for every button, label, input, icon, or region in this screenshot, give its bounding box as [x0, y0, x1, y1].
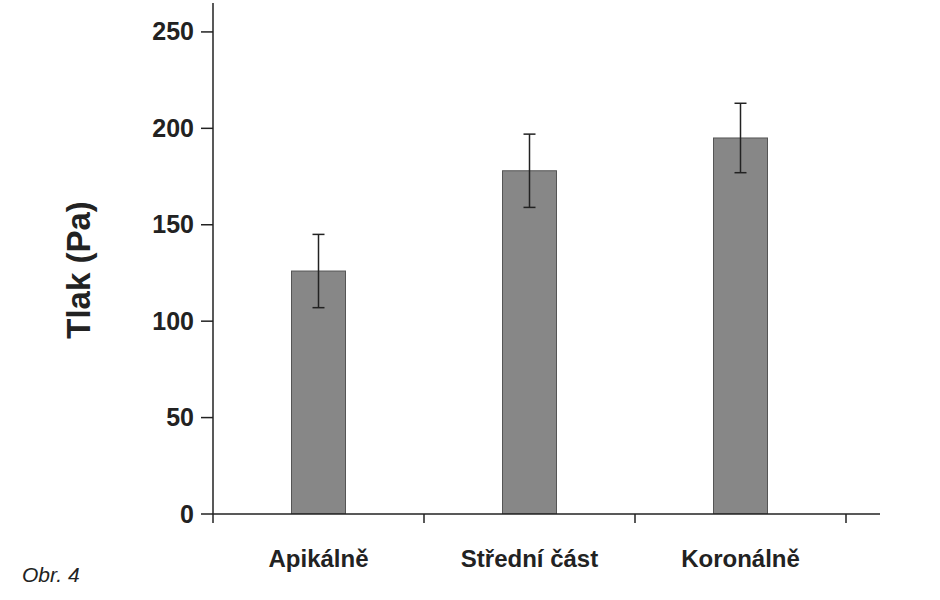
y-tick-label: 250	[152, 17, 194, 45]
x-tick-label: Apikálně	[268, 545, 368, 572]
error-stem	[529, 134, 531, 207]
x-tick-label: Střední část	[461, 545, 598, 572]
error-cap	[735, 103, 747, 105]
error-cap	[313, 307, 325, 309]
y-tick	[201, 128, 213, 130]
y-tick	[201, 417, 213, 419]
error-stem	[318, 234, 320, 307]
x-tick	[634, 514, 636, 523]
y-axis-line	[212, 3, 214, 514]
bar	[503, 171, 557, 514]
y-tick	[201, 513, 213, 515]
y-tick	[201, 320, 213, 322]
bars	[292, 103, 768, 514]
chart: 0 50 100 150 200 250 Apikálně Střední část Koron…	[0, 0, 940, 600]
error-stem	[740, 103, 742, 172]
annotation: Obr. 4	[22, 563, 80, 586]
error-cap	[313, 234, 325, 236]
y-tick-label: 200	[152, 114, 194, 142]
y-tick-label: 50	[166, 403, 194, 431]
y-tick-label: 0	[180, 500, 194, 528]
bar	[292, 271, 346, 514]
y-tick-label: 100	[152, 307, 194, 335]
bar	[714, 138, 768, 514]
y-tick-label: 150	[152, 210, 194, 238]
error-cap	[735, 172, 747, 174]
x-tick	[845, 514, 847, 523]
error-cap	[524, 133, 536, 135]
error-bar	[524, 134, 536, 207]
error-bar	[735, 103, 747, 172]
error-cap	[524, 207, 536, 209]
x-tick	[423, 514, 425, 523]
y-tick	[201, 224, 213, 226]
x-tick-label: Koronálně	[681, 545, 800, 572]
y-axis-label: Tlak (Pa)	[60, 201, 97, 339]
y-tick	[201, 31, 213, 33]
error-bar	[313, 234, 325, 307]
x-tick	[212, 514, 214, 523]
x-axis-line	[213, 513, 880, 515]
